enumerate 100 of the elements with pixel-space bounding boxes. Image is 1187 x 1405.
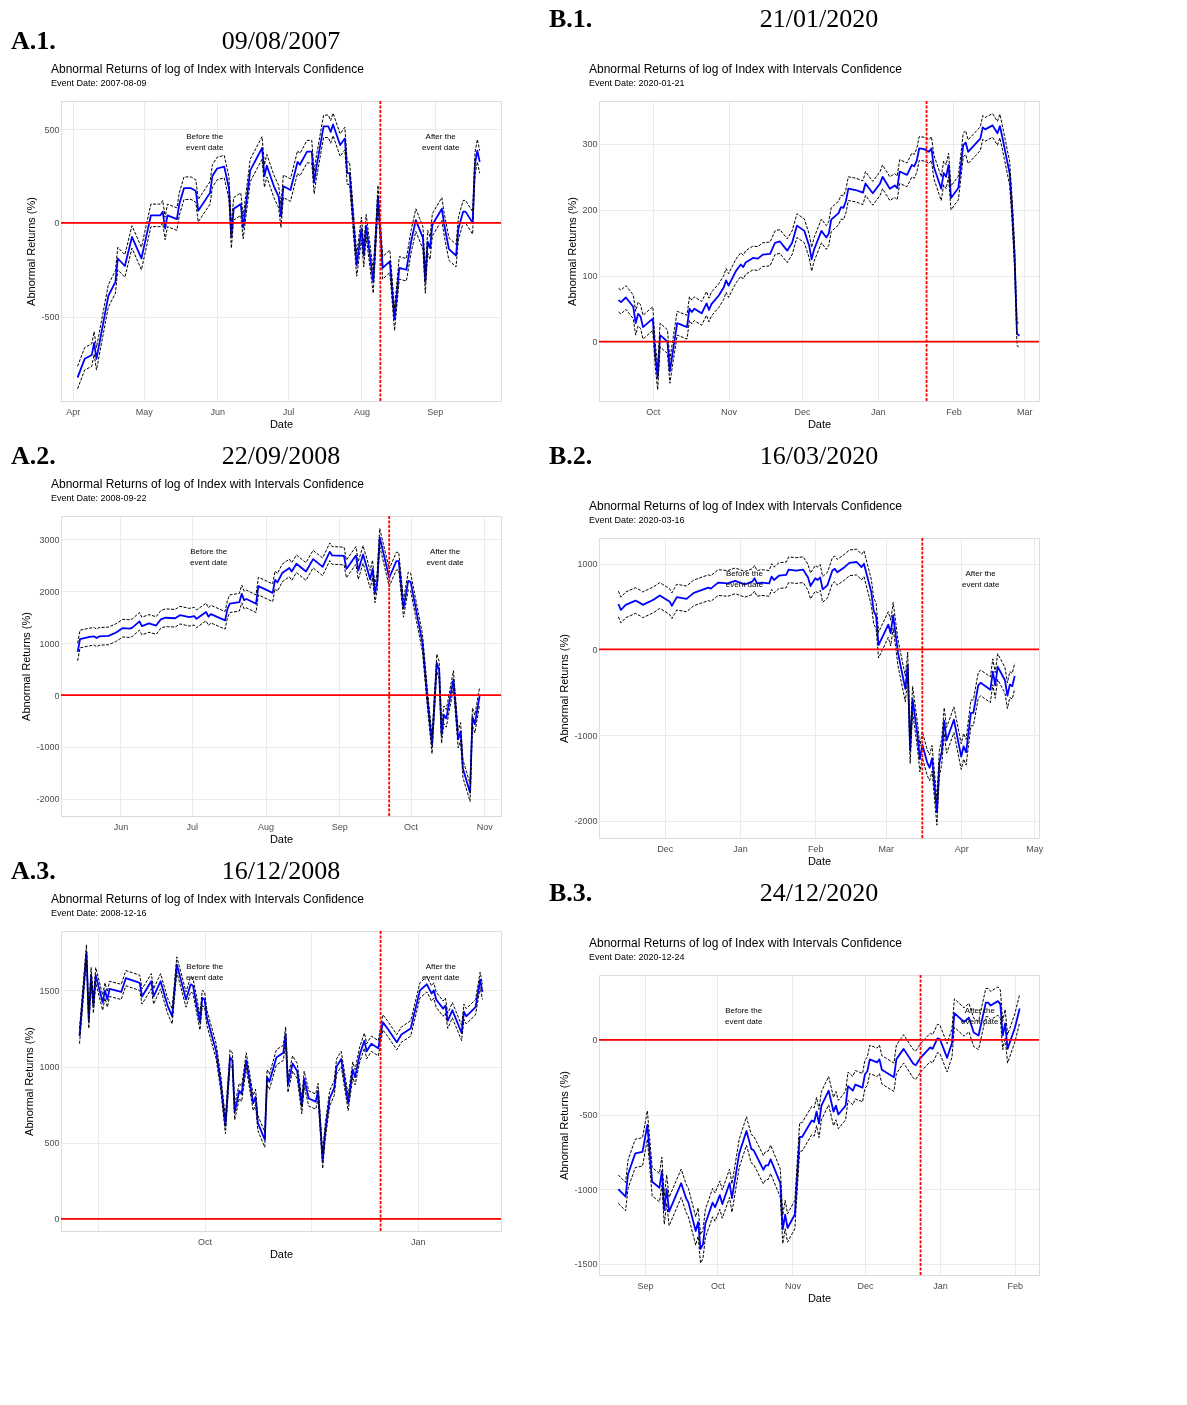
text: Event Date: 2008-12-16 [51,908,147,918]
x-tick-label: Aug [353,406,370,417]
y-tick-label: 300 [582,139,598,150]
text: A.2. [11,441,56,470]
chart-title: 16/12/2008 [221,856,341,885]
annotation: After the event date [421,132,460,152]
x-axis-title: Date [807,1291,832,1304]
chart-title: 21/01/2020 [759,4,879,33]
x-axis-title: Date [807,854,832,867]
y-tick-label: 0 [592,337,598,348]
chart-subtitle: Abnormal Returns of log of Index with Intervals Confidence [589,62,903,76]
x-tick-label: Feb [808,843,824,854]
annotation: After the event date [422,962,461,982]
x-tick-label: Jan [733,843,748,854]
text: Event Date: 2020-01-21 [589,78,685,88]
text: B.2. [549,441,593,470]
y-tick-label: 0 [54,690,60,701]
x-tick-label: Mar [878,843,895,854]
y-axis-title: Abnormal Returns (%) [20,612,33,721]
chart-subtitle: Abnormal Returns of log of Index with Intervals Confidence [51,892,365,906]
x-tick-label: Dec [857,1280,874,1291]
text: Event Date: 2020-12-24 [589,952,685,962]
chart-subtitle: Abnormal Returns of log of Index with Intervals Confidence [589,499,903,513]
x-tick-label: Sep [331,821,348,832]
y-axis-title: Abnormal Returns (%) [558,1071,571,1180]
x-tick-label: Jun [113,821,129,832]
x-tick-label: Oct [198,1236,213,1247]
x-tick-label: Feb [946,406,962,417]
y-axis-title: Abnormal Returns (%) [23,1027,36,1136]
chart-subtitle: Abnormal Returns of log of Index with Intervals Confidence [51,477,365,491]
x-axis-title: Date [269,832,294,845]
annotation: Before the event date [725,1006,763,1026]
text: A.1. [11,26,56,55]
annotation: After the event date [961,569,1000,589]
y-tick-label: 500 [44,124,60,135]
y-tick-label: -1000 [574,730,598,741]
y-tick-label: 0 [54,1214,60,1225]
chart-subtitle: Abnormal Returns of log of Index with Intervals Confidence [589,936,903,950]
x-tick-label: Aug [258,821,275,832]
y-tick-label: 1000 [39,1062,60,1073]
x-axis-title: Date [269,417,294,430]
annotation: Before the event date [186,962,225,982]
y-axis-title: Abnormal Returns (%) [558,634,571,743]
x-tick-label: Mar [1017,406,1033,417]
y-tick-label: 1000 [577,559,598,570]
text: Event Date: 2008-09-22 [51,493,147,503]
x-tick-label: Jul [186,821,199,832]
x-tick-label: Nov [784,1280,802,1291]
y-tick-label: 3000 [39,534,60,545]
chart-title: 16/03/2020 [759,441,879,470]
x-axis-title: Date [269,1247,294,1260]
y-tick-label: 100 [582,271,598,282]
x-tick-label: Jul [282,406,295,417]
y-tick-label: -500 [41,312,60,323]
y-tick-label: 2000 [39,586,60,597]
y-tick-label: -500 [579,1110,598,1121]
annotation: After the event date [426,547,465,567]
chart-title: 22/09/2008 [221,441,341,470]
y-tick-label: 1000 [39,638,60,649]
text: B.3. [549,878,593,907]
y-axis-title: Abnormal Returns (%) [25,197,38,306]
y-tick-label: 1500 [39,985,60,996]
chart-title: 24/12/2020 [759,878,879,907]
y-tick-label: 500 [44,1138,60,1149]
x-tick-label: Jun [210,406,225,417]
x-tick-label: Sep [637,1280,654,1291]
y-axis-title: Abnormal Returns (%) [566,197,579,306]
x-tick-label: Oct [710,1280,726,1291]
x-tick-label: Nov [721,406,738,417]
x-tick-label: Apr [66,406,81,417]
y-tick-label: 0 [592,644,598,655]
x-tick-label: May [1026,843,1044,854]
text: A.3. [11,856,56,885]
y-tick-label: 200 [582,205,598,216]
chart-subtitle: Abnormal Returns of log of Index with Intervals Confidence [51,62,365,76]
x-tick-label: Jan [933,1280,948,1291]
chart-title: 09/08/2007 [221,26,341,55]
x-tick-label: Dec [794,406,811,417]
x-tick-label: Sep [427,406,444,417]
y-tick-label: -2000 [574,816,598,827]
x-tick-label: Jan [870,406,886,417]
y-tick-label: -1500 [574,1259,598,1270]
y-tick-label: -2000 [36,794,60,805]
y-tick-label: 0 [592,1035,598,1046]
x-tick-label: Apr [954,843,969,854]
x-tick-label: Feb [1007,1280,1024,1291]
x-tick-label: Oct [404,821,419,832]
x-tick-label: Oct [646,406,661,417]
text: Event Date: 2007-08-09 [51,78,147,88]
y-tick-label: 0 [54,218,60,229]
x-axis-title: Date [807,417,832,430]
text: Event Date: 2020-03-16 [589,515,685,525]
annotation: Before the event date [190,547,228,567]
annotation: Before the event date [186,132,224,152]
y-tick-label: -1000 [574,1184,598,1195]
x-tick-label: Dec [657,843,674,854]
x-tick-label: Nov [476,821,494,832]
y-tick-label: -1000 [36,742,60,753]
x-tick-label: May [135,406,154,417]
text: B.1. [549,4,593,33]
